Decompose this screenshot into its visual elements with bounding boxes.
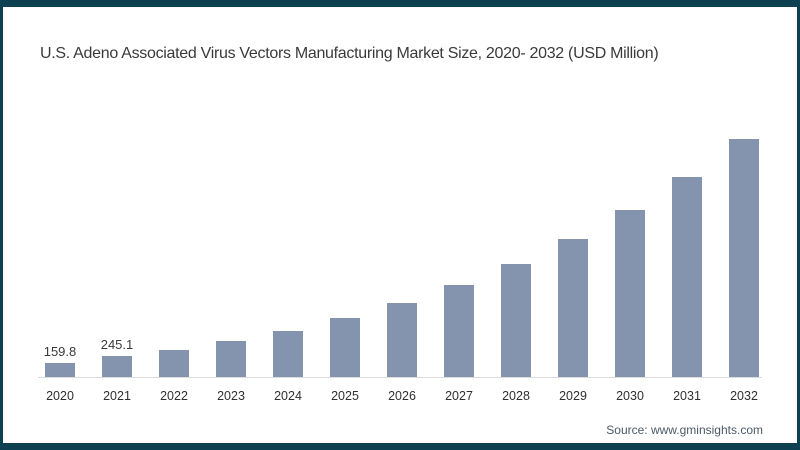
x-tick-label-2029: 2029 <box>559 389 587 403</box>
x-tick-label-2020: 2020 <box>46 389 74 403</box>
source-credit: Source: www.gminsights.com <box>606 423 763 437</box>
bar-group-2021: 245.1 <box>89 7 146 377</box>
bar-2031 <box>672 177 702 377</box>
x-tick-label-2032: 2032 <box>730 389 758 403</box>
bar-2029 <box>558 239 588 377</box>
x-tick-label-2031: 2031 <box>673 389 701 403</box>
bar-group-2025 <box>317 7 374 377</box>
x-tick-label-2021: 2021 <box>103 389 131 403</box>
bar-2030 <box>615 210 645 377</box>
bar-2024 <box>273 331 303 377</box>
value-label-2021: 245.1 <box>100 337 134 353</box>
x-tick-label-2022: 2022 <box>160 389 188 403</box>
x-axis-line <box>38 377 762 378</box>
bar-group-2020: 159.8 <box>32 7 89 377</box>
bar-group-2031 <box>659 7 716 377</box>
bar-group-2022 <box>146 7 203 377</box>
bar-2025 <box>330 318 360 377</box>
x-tick-label-2023: 2023 <box>217 389 245 403</box>
x-tick-label-2030: 2030 <box>616 389 644 403</box>
bar-group-2026 <box>374 7 431 377</box>
bar-2023 <box>216 341 246 377</box>
bar-2028 <box>501 263 531 377</box>
bar-group-2032 <box>716 7 773 377</box>
x-tick-label-2024: 2024 <box>274 389 302 403</box>
bar-group-2030 <box>602 7 659 377</box>
bar-2021 <box>102 356 132 377</box>
bar-group-2029 <box>545 7 602 377</box>
bar-chart-plot-area: 159.8 245.1 <box>3 7 797 377</box>
x-axis-tick-labels: 2020 2021 2022 2023 2024 2025 2026 2027 2028 2029… <box>3 389 797 407</box>
x-tick-label-2027: 2027 <box>445 389 473 403</box>
bar-2026 <box>387 303 417 377</box>
bar-2032 <box>729 139 759 377</box>
bar-group-2023 <box>203 7 260 377</box>
bar-group-2024 <box>260 7 317 377</box>
x-tick-label-2025: 2025 <box>331 389 359 403</box>
bar-2020 <box>45 363 75 377</box>
value-label-2020: 159.8 <box>43 344 77 360</box>
x-tick-label-2026: 2026 <box>388 389 416 403</box>
chart-title: U.S. Adeno Associated Virus Vectors Manu… <box>40 45 659 62</box>
x-tick-label-2028: 2028 <box>502 389 530 403</box>
bar-group-2028 <box>488 7 545 377</box>
bar-2027 <box>444 285 474 377</box>
bar-group-2027 <box>431 7 488 377</box>
bar-2022 <box>159 350 189 377</box>
